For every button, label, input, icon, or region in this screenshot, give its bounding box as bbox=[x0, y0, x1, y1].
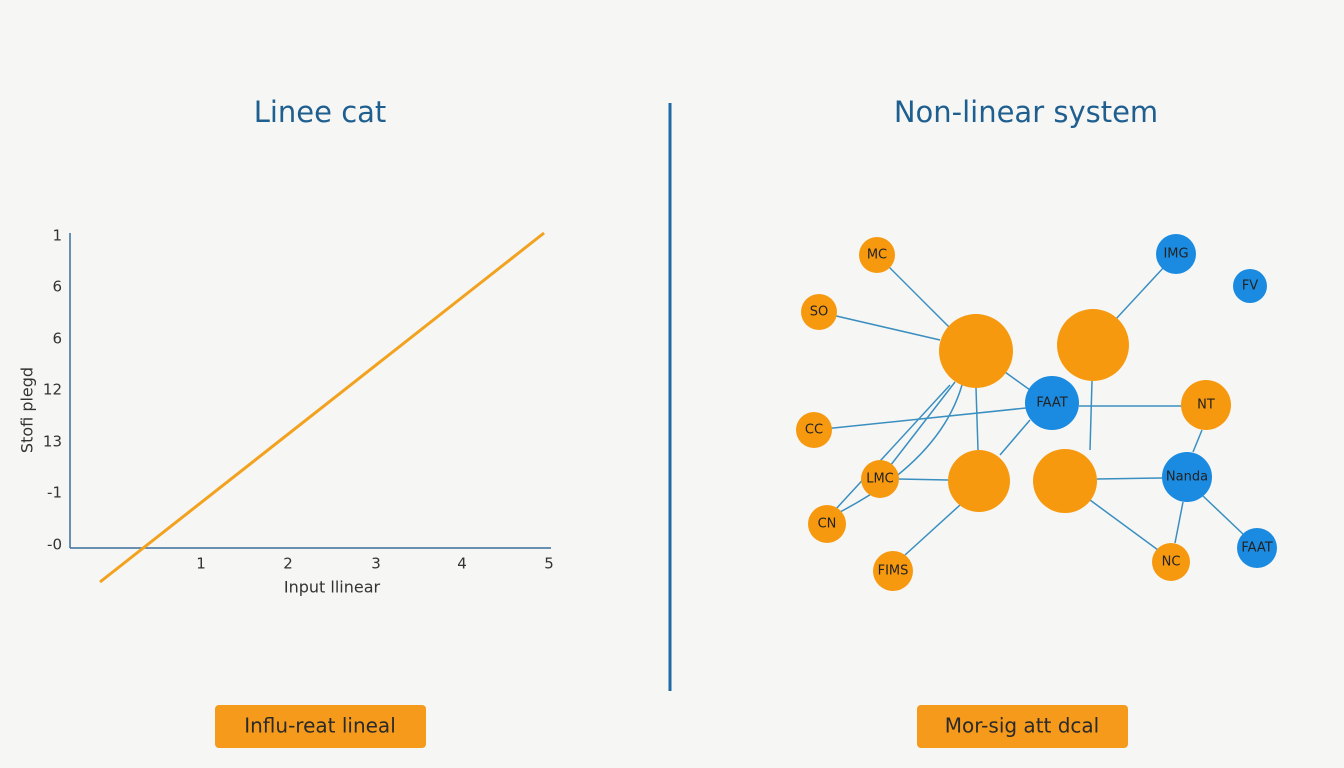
node bbox=[859, 237, 895, 273]
edge bbox=[1089, 499, 1159, 551]
node-label: FAAT bbox=[1241, 541, 1272, 556]
node-label: CN bbox=[818, 517, 837, 532]
right-title: Non-linear system bbox=[894, 95, 1158, 129]
node bbox=[1181, 380, 1231, 430]
node-label: NT bbox=[1197, 398, 1215, 413]
edge bbox=[999, 419, 1031, 456]
button-label[interactable]: Influ-reat lineal bbox=[244, 714, 396, 738]
y-tick-label: -0 bbox=[47, 536, 62, 554]
node-label: FV bbox=[1242, 279, 1258, 294]
edge bbox=[1174, 501, 1184, 544]
edge bbox=[879, 381, 956, 480]
x-tick-label: 5 bbox=[544, 555, 554, 573]
x-tick-label: 1 bbox=[196, 555, 206, 573]
button-bg[interactable] bbox=[917, 705, 1128, 748]
node bbox=[1233, 269, 1267, 303]
x-tick-label: 4 bbox=[457, 555, 467, 573]
y-tick-label: 6 bbox=[52, 278, 62, 296]
node-label: Nanda bbox=[1166, 470, 1208, 485]
y-tick-label: 12 bbox=[43, 381, 62, 399]
hub-node bbox=[948, 450, 1010, 512]
x-tick-label: 3 bbox=[371, 555, 381, 573]
edge bbox=[897, 478, 949, 481]
x-axis-label: Input llinear bbox=[284, 578, 381, 597]
node bbox=[861, 460, 899, 498]
right-button[interactable]: Mor-sig att dcal bbox=[917, 705, 1128, 748]
edge bbox=[813, 407, 1027, 431]
x-tick-label: 2 bbox=[283, 555, 293, 573]
node bbox=[808, 505, 846, 543]
node-label: CC bbox=[805, 423, 823, 438]
y-tick-label: 6 bbox=[52, 330, 62, 348]
button-label[interactable]: Mor-sig att dcal bbox=[945, 714, 1099, 738]
hub-node bbox=[939, 314, 1013, 388]
left-button[interactable]: Influ-reat lineal bbox=[215, 705, 426, 748]
line bbox=[99, 231, 545, 584]
edge bbox=[1114, 265, 1166, 321]
y-axis-label: Stofi plegd bbox=[18, 367, 37, 453]
node bbox=[1237, 528, 1277, 568]
node-label: MC bbox=[867, 248, 887, 263]
y-tick-label: -1 bbox=[47, 484, 62, 502]
edge bbox=[1004, 371, 1031, 391]
node bbox=[801, 294, 837, 330]
node bbox=[796, 412, 832, 448]
edge bbox=[1192, 429, 1203, 453]
y-tick-label: 13 bbox=[43, 433, 62, 451]
node bbox=[873, 551, 913, 591]
node bbox=[1156, 234, 1196, 274]
edge bbox=[1089, 380, 1093, 451]
node-label: FIMS bbox=[878, 564, 909, 579]
edge bbox=[1096, 477, 1163, 480]
network: MC SO CC LMC CN FIMS IMG FV FAAT NT Nanda NC FAAT bbox=[796, 234, 1277, 591]
edge bbox=[818, 311, 941, 341]
edge bbox=[839, 384, 963, 513]
hub-node bbox=[1057, 309, 1129, 381]
hub-node bbox=[1033, 449, 1097, 513]
node bbox=[1025, 376, 1079, 430]
node-label: FAAT bbox=[1036, 396, 1067, 411]
edge bbox=[834, 384, 951, 511]
node-label: SO bbox=[810, 305, 828, 320]
node-label: IMG bbox=[1163, 247, 1188, 262]
left-title: Linee cat bbox=[254, 95, 387, 129]
y-tick-label: 1 bbox=[52, 227, 62, 245]
node bbox=[1162, 452, 1212, 502]
edge bbox=[904, 504, 961, 556]
edge bbox=[1202, 495, 1245, 536]
node bbox=[1152, 543, 1190, 581]
node-label: NC bbox=[1162, 555, 1181, 570]
button-bg[interactable] bbox=[215, 705, 426, 748]
edge bbox=[975, 387, 979, 451]
node-label: LMC bbox=[866, 472, 894, 487]
